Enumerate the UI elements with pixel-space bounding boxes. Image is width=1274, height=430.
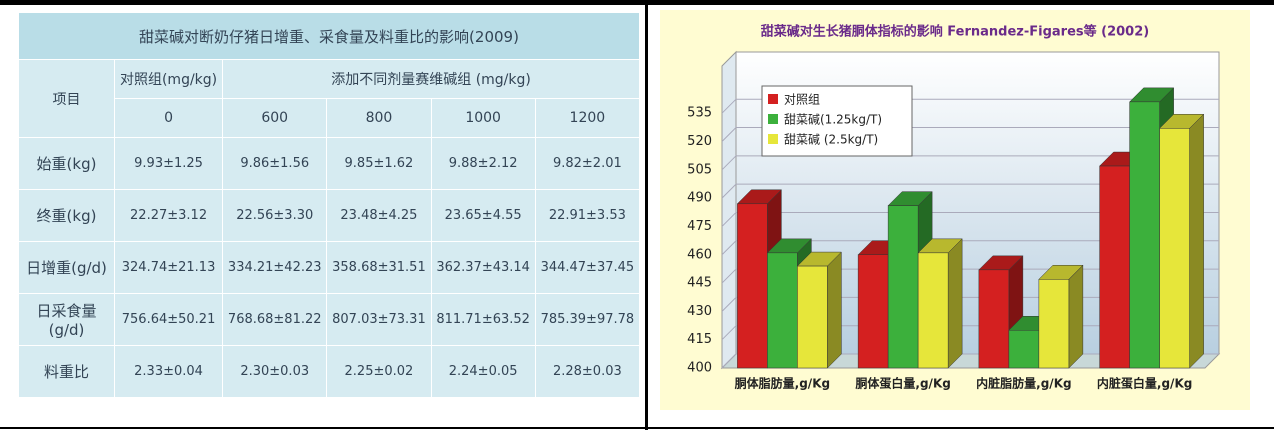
y-tick-label: 415 bbox=[687, 332, 712, 347]
table-cell: 日采食量(g/d) bbox=[18, 293, 115, 346]
x-tick-label: 内脏蛋白量,g/Kg bbox=[1097, 376, 1192, 391]
grid-line bbox=[721, 183, 1219, 199]
table-row: 甜菜碱对断奶仔猪日增重、采食量及料重比的影响(2009) bbox=[18, 12, 640, 60]
table-cell: 23.48±4.25 bbox=[326, 189, 432, 242]
bar bbox=[857, 254, 889, 369]
table-cell: 始重(kg) bbox=[18, 137, 115, 190]
bar bbox=[797, 265, 828, 369]
table: 甜菜碱对断奶仔猪日增重、采食量及料重比的影响(2009) 项目 对照组(mg/kg)… bbox=[18, 12, 641, 398]
table-cell: 1000 bbox=[430, 98, 536, 138]
table-row: 终重(kg) 22.27±3.12 22.56±3.30 23.48±4.25 23.6… bbox=[18, 189, 641, 242]
grid-line bbox=[721, 211, 1219, 227]
table-cell: 料重比 bbox=[18, 345, 115, 398]
bar bbox=[978, 269, 1010, 369]
divider bbox=[645, 0, 648, 430]
table-cell: 785.39±97.78 bbox=[534, 293, 641, 346]
bar bbox=[1099, 165, 1130, 369]
legend-swatch bbox=[768, 134, 778, 144]
table-cell: 800 bbox=[326, 98, 432, 138]
table-row: 项目 对照组(mg/kg) 添加不同剂量赛维碱组 (mg/kg) bbox=[18, 59, 640, 138]
table-cell: 22.56±3.30 bbox=[222, 189, 328, 242]
bar-side bbox=[1189, 113, 1204, 369]
bar bbox=[917, 252, 949, 369]
table-cell: 0 bbox=[113, 98, 224, 138]
y-tick-label: 400 bbox=[687, 361, 712, 376]
table-cell: 362.37±43.14 bbox=[430, 241, 536, 294]
table-cell: 9.93±1.25 bbox=[113, 137, 224, 190]
table-cell: 811.71±63.52 bbox=[430, 293, 536, 346]
table-row: 始重(kg) 9.93±1.25 9.86±1.56 9.85±1.62 9.88±2.… bbox=[18, 137, 641, 190]
table-cell: 日增重(g/d) bbox=[18, 241, 115, 294]
table-cell: 807.03±73.31 bbox=[326, 293, 432, 346]
y-tick-label: 445 bbox=[687, 276, 712, 291]
top-bar bbox=[0, 0, 1274, 5]
table-cell: 9.82±2.01 bbox=[534, 137, 641, 190]
table-cell: 358.68±31.51 bbox=[326, 241, 432, 294]
chart-panel: 甜菜碱对生长猪胴体指标的影响 Fernandez-Figares等 (2002)… bbox=[660, 10, 1250, 410]
bar bbox=[1159, 128, 1190, 369]
grid-line bbox=[721, 155, 1219, 171]
table-cell: 对照组(mg/kg) bbox=[113, 59, 224, 99]
bar-side bbox=[827, 251, 842, 369]
table-cell: 甜菜碱对断奶仔猪日增重、采食量及料重比的影响(2009) bbox=[18, 12, 640, 60]
bar-side bbox=[1068, 264, 1084, 369]
y-tick-label: 430 bbox=[687, 304, 712, 319]
bar bbox=[1008, 330, 1040, 369]
table-cell: 9.85±1.62 bbox=[326, 137, 432, 190]
legend-label: 甜菜碱 (2.5kg/T) bbox=[784, 133, 878, 147]
legend-swatch bbox=[768, 94, 778, 104]
x-tick-label: 胴体蛋白量,g/Kg bbox=[855, 376, 950, 391]
table-cell: 项目 bbox=[18, 59, 115, 138]
chart: 甜菜碱对生长猪胴体指标的影响 Fernandez-Figares等 (2002)… bbox=[687, 24, 1221, 391]
table-cell: 324.74±21.13 bbox=[113, 241, 224, 294]
table-cell: 334.21±42.23 bbox=[222, 241, 328, 294]
legend-label: 甜菜碱(1.25kg/T) bbox=[784, 113, 882, 127]
grid-line bbox=[721, 240, 1219, 256]
table-row: 日采食量(g/d) 756.64±50.21 768.68±81.22 807.03±… bbox=[18, 293, 641, 346]
y-tick-label: 520 bbox=[687, 134, 712, 149]
legend-box bbox=[761, 85, 913, 157]
table-cell: 1200 bbox=[534, 98, 641, 138]
table-cell: 2.33±0.04 bbox=[113, 345, 224, 398]
legend-label: 对照组 bbox=[784, 93, 820, 107]
side-wall bbox=[721, 50, 737, 370]
table-cell: 终重(kg) bbox=[18, 189, 115, 242]
table-row: 日增重(g/d) 324.74±21.13 334.21±42.23 358.68±3… bbox=[18, 241, 641, 294]
y-tick-label: 460 bbox=[687, 247, 712, 262]
table-cell: 23.65±4.55 bbox=[430, 189, 536, 242]
legend-swatch bbox=[768, 114, 778, 124]
chart-title: 甜菜碱对生长猪胴体指标的影响 Fernandez-Figares等 (2002) bbox=[761, 24, 1149, 40]
table-cell: 9.88±2.12 bbox=[430, 137, 536, 190]
bar bbox=[1129, 101, 1160, 369]
bar-side bbox=[947, 238, 963, 369]
table-cell: 22.91±3.53 bbox=[534, 189, 641, 242]
table-cell: 2.25±0.02 bbox=[326, 345, 432, 398]
y-tick-label: 535 bbox=[687, 106, 712, 121]
y-tick-label: 490 bbox=[687, 191, 712, 206]
table-cell: 600 bbox=[222, 98, 328, 138]
grid-line bbox=[721, 98, 1219, 114]
table-cell: 2.30±0.03 bbox=[222, 345, 328, 398]
x-tick-label: 内脏脂肪量,g/Kg bbox=[976, 376, 1071, 391]
table-cell: 添加不同剂量赛维碱组 (mg/kg) bbox=[222, 59, 640, 99]
table-row: 0 600 800 1000 1200 bbox=[19, 98, 641, 138]
bottom-bar bbox=[0, 427, 1274, 429]
bar bbox=[1038, 279, 1070, 369]
table-cell: 756.64±50.21 bbox=[113, 293, 224, 346]
table-cell: 344.47±37.45 bbox=[534, 241, 641, 294]
table-cell: 2.24±0.05 bbox=[430, 345, 536, 398]
bar bbox=[767, 252, 798, 369]
table-cell: 768.68±81.22 bbox=[222, 293, 328, 346]
y-tick-label: 505 bbox=[687, 162, 712, 177]
bar bbox=[887, 205, 919, 369]
bar bbox=[737, 203, 768, 369]
table-cell: 22.27±3.12 bbox=[113, 189, 224, 242]
grid-line bbox=[721, 127, 1219, 142]
table-cell: 2.28±0.03 bbox=[534, 345, 641, 398]
y-tick-label: 475 bbox=[687, 219, 712, 234]
table-cell: 9.86±1.56 bbox=[222, 137, 328, 190]
x-tick-label: 胴体脂肪量,g/Kg bbox=[735, 376, 830, 391]
table-row: 料重比 2.33±0.04 2.30±0.03 2.25±0.02 2.24±0.05 2… bbox=[18, 345, 641, 398]
